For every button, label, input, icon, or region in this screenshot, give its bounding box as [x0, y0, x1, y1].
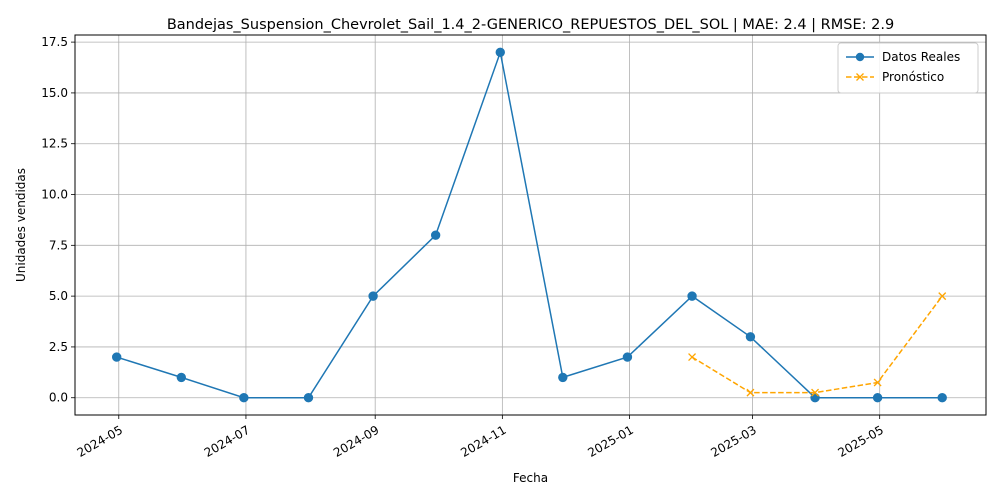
- data-point: [303, 393, 314, 403]
- y-tick-label: 5.0: [49, 289, 68, 303]
- y-axis-label: Unidades vendidas: [14, 168, 28, 282]
- legend-marker: [855, 52, 865, 62]
- legend-label: Datos Reales: [882, 50, 960, 64]
- series-layer: [111, 47, 947, 403]
- series-line-0: [116, 49, 943, 399]
- legend: Datos Reales Pronóstico: [837, 42, 979, 94]
- data-point: [811, 388, 820, 397]
- data-point: [746, 388, 755, 397]
- y-tick-label: 10.0: [41, 188, 68, 202]
- legend-label: Pronóstico: [882, 70, 944, 84]
- data-point: [622, 352, 633, 362]
- data-point: [688, 353, 697, 362]
- data-point: [938, 292, 947, 301]
- y-tick-label: 17.5: [41, 35, 68, 49]
- y-tick-label: 2.5: [49, 340, 68, 354]
- data-point: [872, 393, 883, 403]
- y-tick-label: 12.5: [41, 137, 68, 151]
- data-point: [937, 393, 947, 403]
- y-axis: 0.0 2.5 5.0 7.5 10.0 12.5 15.0 17.5: [41, 35, 75, 405]
- chart-title: Bandejas_Suspension_Chevrolet_Sail_1.4_2…: [167, 17, 894, 33]
- legend-marker: [856, 73, 864, 81]
- data-point: [239, 393, 249, 403]
- data-point: [873, 378, 882, 387]
- data-point: [558, 372, 568, 383]
- data-point: [176, 372, 187, 383]
- x-axis-label: Fecha: [513, 471, 548, 485]
- data-point: [495, 47, 505, 57]
- y-tick-label: 15.0: [41, 86, 68, 100]
- data-point: [111, 352, 122, 362]
- plot-frame: [74, 34, 987, 416]
- data-point: [368, 291, 378, 301]
- data-point: [687, 291, 697, 301]
- data-point: [745, 332, 756, 342]
- data-point: [430, 230, 441, 240]
- grid: [75, 35, 986, 415]
- y-tick-label: 0.0: [49, 391, 68, 405]
- legend-box: [837, 42, 979, 94]
- y-tick-label: 7.5: [49, 238, 68, 252]
